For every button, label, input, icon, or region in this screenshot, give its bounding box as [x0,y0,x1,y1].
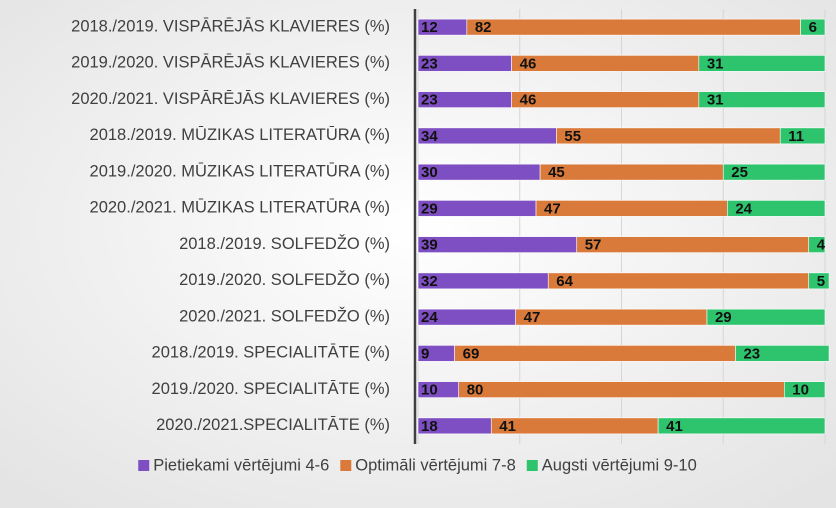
data-label: 47 [524,309,541,326]
bar-segment [511,91,700,108]
data-label: 82 [475,19,492,36]
bar-segment [417,236,578,253]
data-label: 10 [421,382,438,399]
bar-segment [511,55,700,72]
bar-segment [727,200,826,217]
bar-segment [454,345,736,362]
bar-segment [576,236,810,253]
bar-segment [808,236,826,253]
bar-segment [722,163,826,181]
data-label: 18 [421,418,438,435]
bar-segment [657,417,826,435]
data-label: 41 [499,418,516,435]
data-label: 30 [421,164,438,181]
legend-label: Optimāli vērtējumi 7-8 [355,456,515,474]
data-label: 9 [421,345,429,362]
bar-segment [800,18,826,36]
category-label: 2020./2021.SPECIALITĀTE (%) [156,416,390,434]
data-label: 47 [544,200,561,217]
bar-segment [547,272,810,290]
data-label: 10 [792,382,809,399]
bar-segment [783,381,826,398]
bar-segment [808,272,830,290]
legend-swatch [526,460,538,471]
data-label: 64 [556,273,573,290]
data-label: 23 [421,92,438,109]
data-label: 39 [421,237,438,254]
bar-segment [706,308,826,326]
bar-segment [698,55,826,72]
data-label: 6 [809,19,817,36]
category-label: 2019./2020. SPECIALITĀTE (%) [152,380,390,398]
data-label: 23 [421,55,438,72]
bar-segment [490,417,659,435]
category-label: 2018./2019. SOLFEDŽO (%) [179,234,390,253]
data-label: 31 [707,55,724,72]
legend-swatch [138,460,150,471]
category-label: 2020./2021. VISPĀRĒJĀS KLAVIERES (%) [71,90,390,108]
category-label: 2020./2021. SOLFEDŽO (%) [179,306,390,325]
data-label: 25 [731,164,748,181]
bar-segment [539,163,724,181]
data-label: 24 [735,200,752,217]
legend-label: Augsti vērtējumi 9-10 [542,456,697,474]
legend-swatch [340,460,352,471]
data-label: 80 [467,382,484,399]
data-label: 55 [564,128,581,145]
category-label: 2020./2021. MŪZIKAS LITERATŪRA (%) [90,199,390,217]
data-label: 23 [743,345,760,362]
data-label: 45 [548,164,565,181]
bar-segment [466,18,801,36]
bar-segment [535,200,728,217]
data-label: 29 [421,200,438,217]
data-label: 11 [788,128,804,145]
legend-label: Pietiekami vērtējumi 4-6 [153,456,329,474]
bar-segment [417,127,557,145]
data-label: 4 [817,237,826,254]
bar-segment [515,308,708,326]
category-label: 2019./2020. MŪZIKAS LITERATŪRA (%) [90,162,390,180]
bar-segment [458,381,785,398]
data-label: 24 [421,309,438,326]
data-label: 46 [520,55,537,72]
data-label: 29 [715,309,732,326]
category-label: 2018./2019. VISPĀRĒJĀS KLAVIERES (%) [71,17,390,35]
data-label: 12 [421,19,438,36]
category-label: 2019./2020. SOLFEDŽO (%) [179,270,390,289]
category-label: 2018./2019. MŪZIKAS LITERATŪRA (%) [90,126,390,144]
bar-segment [735,345,830,362]
data-label: 69 [463,345,480,362]
bar-segment [556,127,781,145]
data-label: 57 [585,237,602,254]
bar-segment [779,127,826,145]
data-label: 5 [817,273,825,290]
data-label: 31 [707,92,724,109]
category-label: 2018./2019. SPECIALITĀTE (%) [152,344,390,362]
data-label: 41 [666,418,683,435]
category-label: 2019./2020. VISPĀRĒJĀS KLAVIERES (%) [71,54,390,72]
data-label: 46 [520,92,537,109]
data-label: 32 [421,273,438,290]
bar-segment [698,91,826,108]
data-label: 34 [421,128,438,145]
